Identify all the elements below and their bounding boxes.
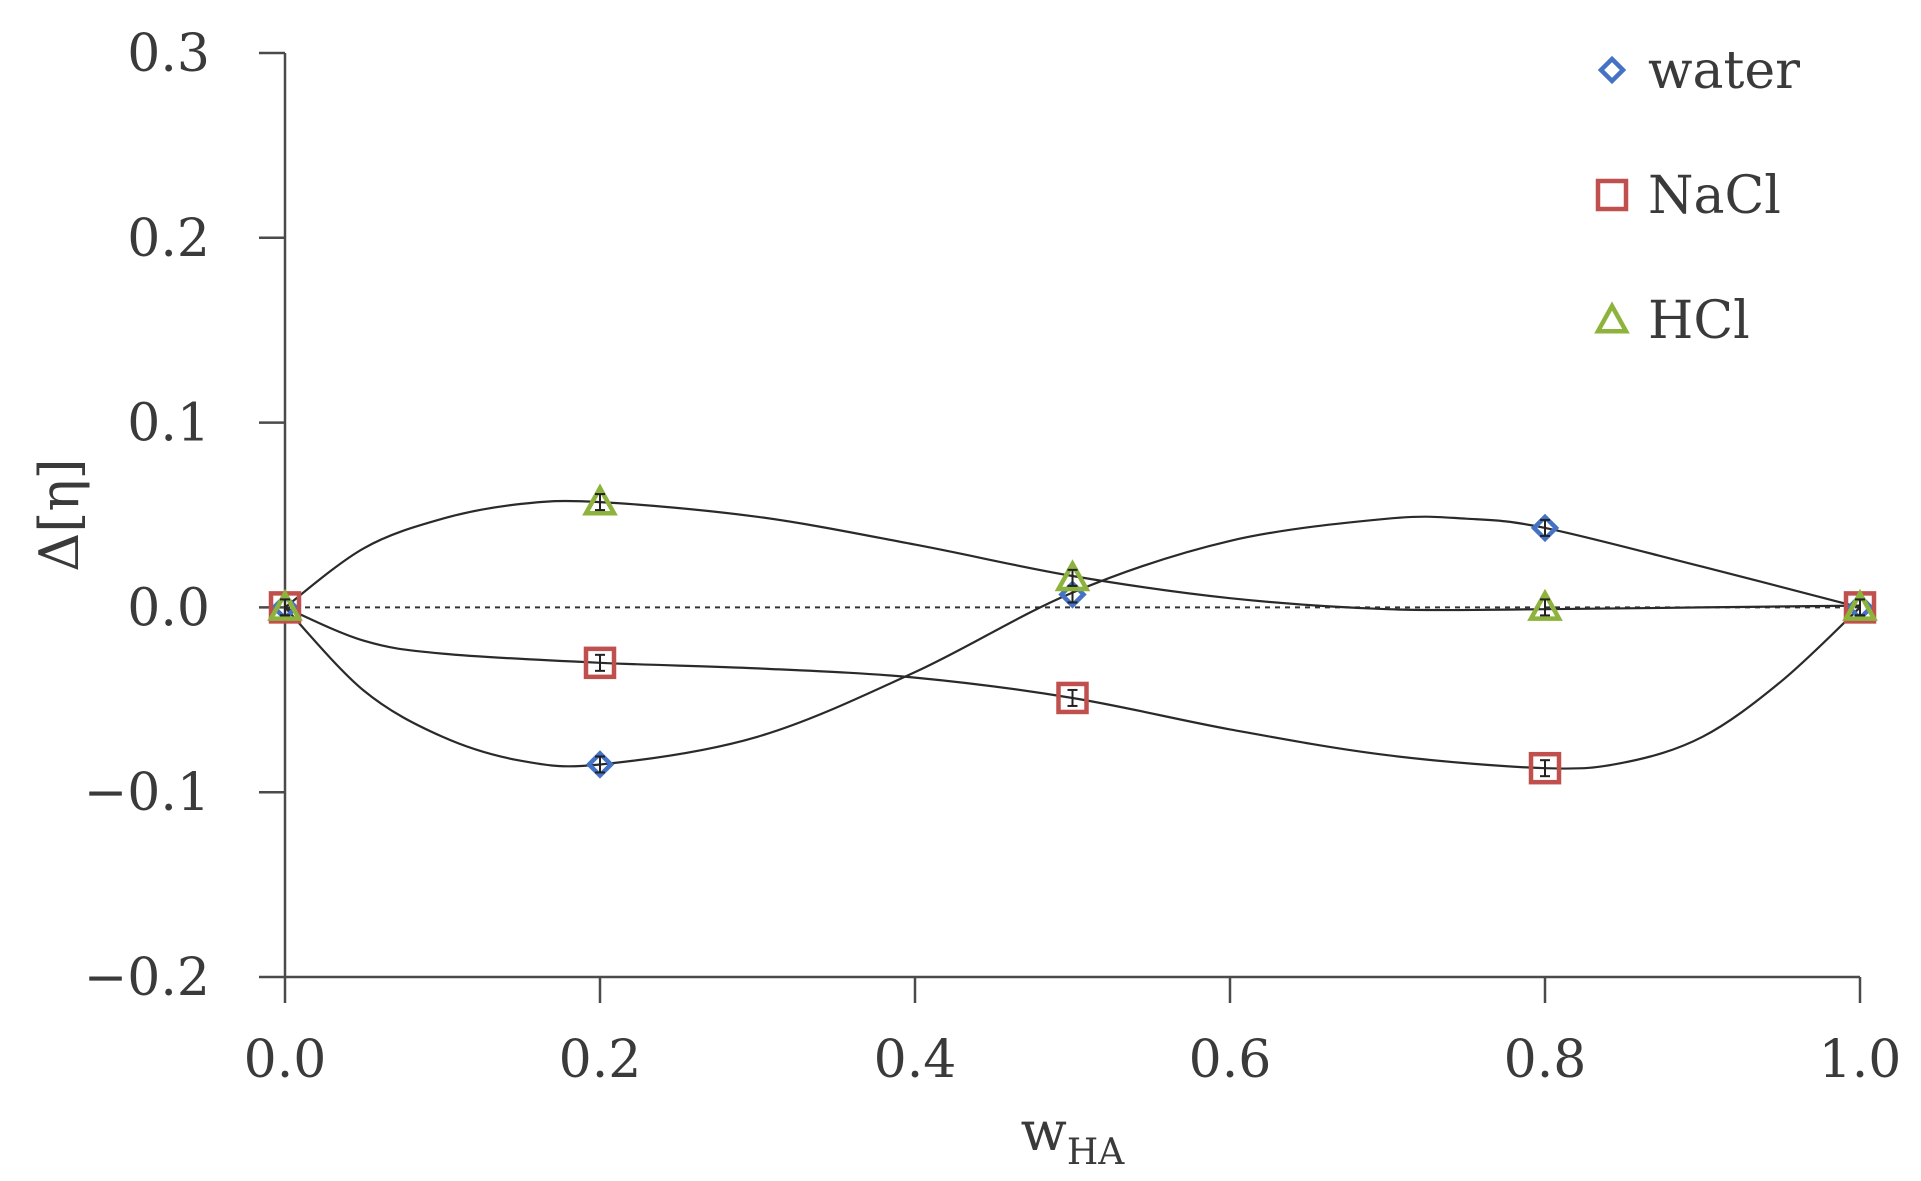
fit-curve-nacl xyxy=(284,606,1861,770)
point-hcl xyxy=(582,483,618,516)
x-axis-label-subscript: HA xyxy=(1067,1132,1125,1173)
fit-curve-hcl xyxy=(284,499,1861,612)
x-axis-label: wHA xyxy=(1021,1100,1126,1173)
fit-curves xyxy=(284,499,1861,770)
y-tick-label: −0.1 xyxy=(84,763,210,823)
point-nacl xyxy=(1056,681,1089,715)
fit-curve-water xyxy=(284,515,1861,768)
legend-marker-nacl xyxy=(1595,178,1629,212)
legend-label-hcl: HCl xyxy=(1648,291,1750,351)
point-hcl xyxy=(1842,588,1878,621)
point-hcl xyxy=(1527,588,1563,621)
legend-marker-water xyxy=(1597,55,1627,85)
y-tick-label: 0.1 xyxy=(127,394,210,454)
x-tick-label: 1.0 xyxy=(1819,1030,1902,1090)
legend-label-nacl: NaCl xyxy=(1648,166,1781,226)
data-points xyxy=(267,483,1878,785)
x-axis-label-main: w xyxy=(1021,1100,1067,1163)
legend-marker-hcl xyxy=(1594,301,1630,334)
legend-label-water: water xyxy=(1648,41,1800,101)
y-axis-label: Δ[η] xyxy=(28,458,91,571)
x-tick-label: 0.4 xyxy=(874,1030,957,1090)
point-nacl xyxy=(583,646,617,680)
y-tick-label: 0.0 xyxy=(127,578,210,638)
point-water xyxy=(1530,513,1560,543)
legend: water NaCl HCl xyxy=(1594,41,1800,351)
point-water xyxy=(585,750,615,779)
x-tick-label: 0.8 xyxy=(1504,1030,1587,1090)
y-tick-label: 0.2 xyxy=(127,209,210,269)
point-nacl xyxy=(1528,751,1562,785)
y-tick-label: −0.2 xyxy=(84,948,210,1008)
point-hcl xyxy=(1054,559,1091,592)
x-tick-label: 0.6 xyxy=(1189,1030,1272,1090)
x-tick-label: 0.2 xyxy=(559,1030,642,1090)
y-tick-label: 0.3 xyxy=(127,24,210,84)
x-tick-label: 0.0 xyxy=(244,1030,327,1090)
axes: 0.3 0.2 0.1 0.0 −0.1 −0.2 0.0 0.2 0.4 0.6 0.8 1.0 xyxy=(84,24,1902,1090)
point-hcl xyxy=(267,588,303,621)
